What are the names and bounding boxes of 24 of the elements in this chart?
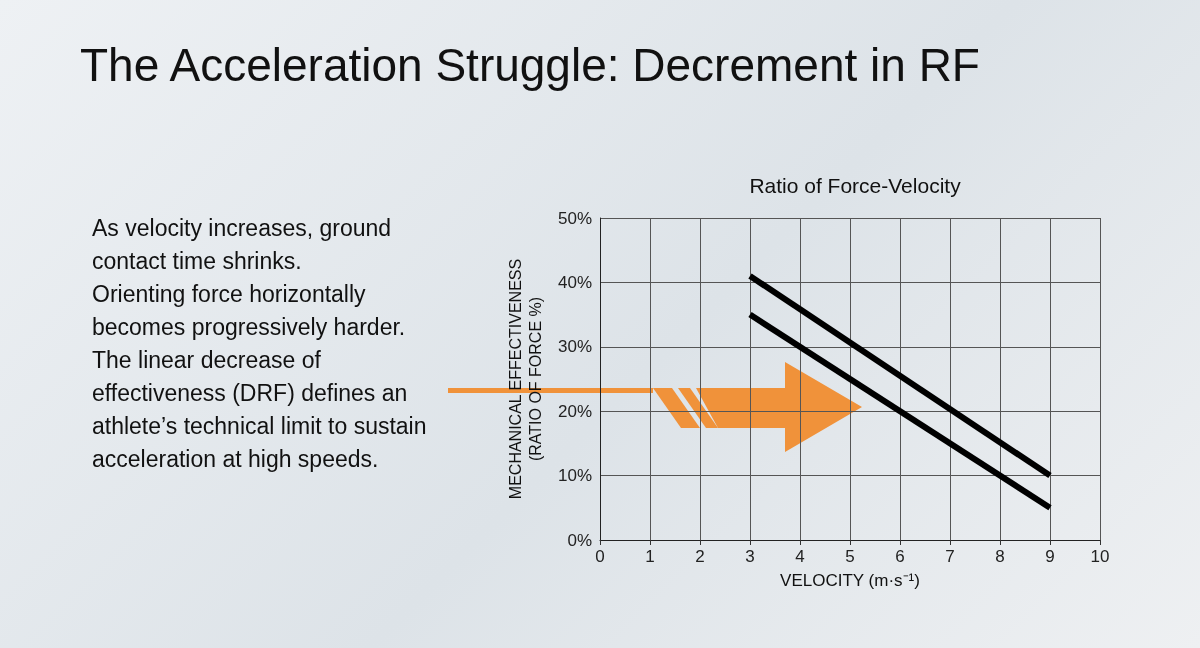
y-tick-label: 10% xyxy=(557,466,592,486)
chart-title: The Acceleration Struggle: Decrement in RF xyxy=(80,38,980,92)
y-tick-label: 20% xyxy=(557,401,592,421)
y-tick-label: 40% xyxy=(557,272,592,292)
x-tick-label: 9 xyxy=(1045,547,1055,566)
x-tick-label: 7 xyxy=(945,547,955,566)
x-tick-label: 2 xyxy=(695,547,705,566)
x-tick-label: 4 xyxy=(795,547,805,566)
x-axis-title: VELOCITY (m·s⁻¹) xyxy=(780,571,920,590)
x-tick-label: 8 xyxy=(995,547,1005,566)
y-tick-label: 0% xyxy=(567,530,592,550)
y-axis-title: MECHANICAL EFFECTIVENESS (RATIO OF FORCE %) xyxy=(506,258,544,500)
x-tick-label: 1 xyxy=(645,547,655,566)
x-tick-label: 10 xyxy=(1090,547,1110,566)
chart-subtitle: Ratio of Force-Velocity xyxy=(749,174,962,197)
x-tick-label: 6 xyxy=(895,547,905,566)
text: The linear decrease of effectiveness (DRF) defines an athlete’s technical limit to sustain acceleration at high speeds. xyxy=(92,346,428,474)
y-tick-label: 30% xyxy=(557,337,592,357)
y-tick-label: 50% xyxy=(557,208,592,228)
text: Orienting force horizontally becomes progressively harder. xyxy=(92,280,407,342)
x-tick-label: 5 xyxy=(845,547,855,566)
x-tick-label: 0 xyxy=(595,547,605,566)
text: As velocity increases, ground contact time shrinks. xyxy=(92,214,393,276)
x-tick-label: 3 xyxy=(745,547,755,566)
